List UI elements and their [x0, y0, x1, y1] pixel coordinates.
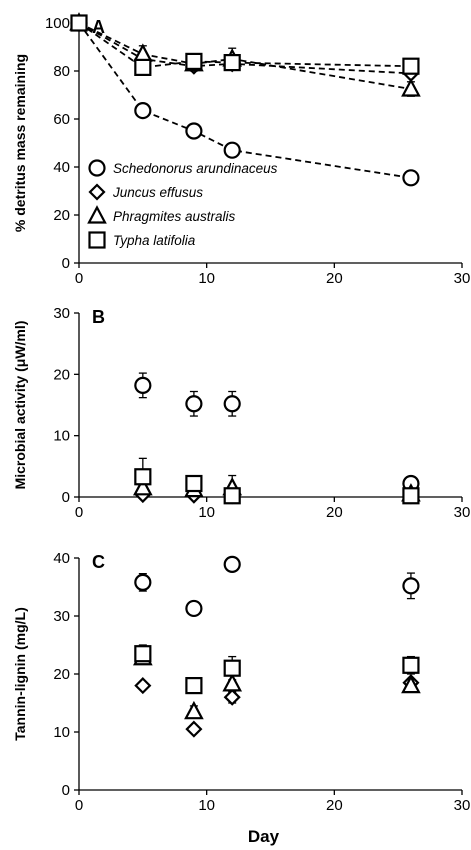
x-tick-label: 30: [454, 797, 471, 814]
x-tick-label: 20: [326, 504, 343, 521]
legend-marker-circle: [88, 159, 106, 177]
data-point-diamond: [223, 688, 241, 706]
x-tick-label: 10: [198, 504, 215, 521]
x-axis-label: Day: [248, 827, 280, 846]
data-point-square: [134, 645, 152, 663]
y-tick-label: 30: [53, 608, 70, 625]
y-axis-label: % detritus mass remaining: [12, 54, 28, 232]
data-point-circle: [185, 395, 203, 413]
y-tick-label: 10: [53, 724, 70, 741]
legend: Schedonorus arundinaceus Juncus effusus Ph…: [87, 159, 278, 249]
data-point-triangle: [401, 674, 421, 694]
y-tick-label: 0: [62, 489, 70, 506]
data-point-square: [402, 57, 420, 75]
data-point-square: [402, 487, 420, 505]
y-tick-label: 20: [53, 666, 70, 683]
y-tick-label: 40: [53, 159, 70, 176]
y-tick-label: 40: [53, 550, 70, 567]
y-tick-label: 0: [62, 255, 70, 272]
y-tick-label: 0: [62, 782, 70, 799]
y-axis-label: Microbial activity (μW/ml): [12, 321, 28, 490]
x-tick-label: 0: [75, 504, 83, 521]
data-point-circle: [134, 101, 152, 120]
y-tick-label: 20: [53, 207, 70, 224]
data-point-circle: [134, 573, 152, 591]
data-point-circle: [223, 395, 241, 413]
legend-label: Phragmites australis: [113, 209, 236, 224]
data-point-square: [402, 656, 420, 674]
chart-panel-B: 0 10 20 30 0 10 20 30 Microbial activity (μW/ml)…: [12, 305, 470, 521]
data-point-square: [223, 53, 241, 72]
data-point-triangle: [132, 476, 153, 496]
data-point-square: [223, 659, 241, 677]
x-tick-label: 10: [198, 270, 215, 287]
y-tick-label: 60: [53, 111, 70, 128]
data-point-square: [185, 474, 203, 493]
data-point-triangle: [184, 700, 204, 720]
data-point-triangle: [401, 78, 421, 97]
data-point-circle: [402, 169, 420, 187]
data-point-circle: [185, 599, 203, 618]
legend-marker-square: [88, 231, 106, 249]
legend-label: Juncus effusus: [112, 185, 203, 200]
legend-marker-diamond: [88, 183, 106, 201]
data-point-circle: [134, 376, 152, 394]
data-point-square: [185, 676, 203, 695]
data-point-square: [134, 58, 152, 77]
panel-label: B: [92, 307, 105, 327]
x-tick-label: 30: [454, 270, 471, 287]
x-tick-label: 20: [326, 797, 343, 814]
y-tick-label: 10: [53, 428, 70, 445]
chart-panel-A: 0 20 40 60 80 100 0 10 20 30 % detritus mass remai…: [12, 12, 471, 287]
y-tick-label: 30: [53, 305, 70, 322]
y-tick-label: 20: [53, 366, 70, 383]
y-tick-label: 100: [45, 15, 70, 32]
chart-panel-C: 0 10 20 30 40 0 10 20 30 Tannin-lignin (mg/L) C Day: [12, 550, 470, 846]
data-point-diamond: [134, 677, 152, 695]
data-point-circle: [223, 141, 241, 159]
series-line-circle: [78, 22, 412, 179]
data-point-diamond: [185, 720, 203, 738]
y-axis-label: Tannin-lignin (mg/L): [12, 607, 28, 741]
x-tick-label: 0: [75, 797, 83, 814]
x-tick-label: 30: [454, 504, 471, 521]
series-line-triangle: [78, 22, 412, 90]
x-tick-label: 20: [326, 270, 343, 287]
data-point-square: [70, 14, 88, 32]
panel-label: A: [92, 17, 105, 37]
legend-marker-triangle: [87, 205, 107, 224]
data-point-square: [185, 52, 203, 71]
data-point-square: [223, 487, 241, 505]
data-point-circle: [402, 577, 420, 595]
legend-label: Typha latifolia: [113, 233, 196, 248]
data-point-triangle: [132, 43, 153, 62]
legend-label: Schedonorus arundinaceus: [113, 161, 278, 176]
data-point-circle: [185, 122, 203, 140]
y-tick-label: 80: [53, 63, 70, 80]
data-point-triangle: [222, 673, 243, 692]
series-line-square: [78, 22, 411, 69]
data-point-circle: [223, 555, 241, 573]
data-point-square: [134, 468, 152, 486]
x-tick-label: 0: [75, 270, 83, 287]
panel-label: C: [92, 552, 105, 572]
x-tick-label: 10: [198, 797, 215, 814]
